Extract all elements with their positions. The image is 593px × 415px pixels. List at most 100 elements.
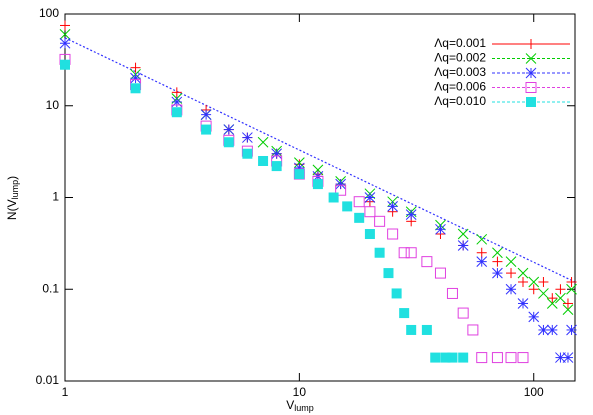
marker-stroke — [59, 37, 71, 49]
marker-stroke — [492, 267, 503, 279]
marker-stroke — [405, 209, 417, 221]
data-point — [506, 268, 517, 279]
data-point — [457, 228, 469, 240]
marker-stroke — [566, 283, 577, 295]
marker-shape — [421, 324, 432, 335]
data-point — [391, 288, 402, 299]
data-point — [59, 29, 71, 40]
data-point — [130, 72, 141, 84]
data-point — [517, 298, 529, 309]
data-point — [476, 233, 488, 245]
data-point — [528, 284, 539, 295]
data-point — [492, 247, 503, 259]
data-point — [171, 96, 183, 108]
plot-frame — [64, 13, 576, 382]
data-point — [562, 352, 574, 363]
marker-shape — [171, 107, 182, 118]
marker-stroke — [538, 288, 549, 299]
marker-shape — [374, 215, 386, 227]
data-point — [399, 308, 410, 319]
y-tick-label: 1 — [52, 190, 59, 204]
data-point — [517, 352, 529, 364]
marker-shape — [354, 212, 365, 223]
x-label-main: V — [286, 398, 294, 412]
marker-shape — [476, 352, 488, 364]
marker-shape — [242, 148, 253, 159]
marker-stroke — [476, 233, 488, 245]
marker-shape — [505, 352, 517, 364]
marker-stroke — [457, 240, 469, 251]
data-point — [312, 179, 323, 190]
data-point — [257, 136, 269, 148]
y-tick-label: 0.1 — [42, 281, 59, 295]
marker-stroke — [335, 178, 346, 190]
data-point — [130, 62, 141, 73]
legend-label: Λq=0.006 — [434, 80, 486, 94]
marker-stroke — [546, 298, 558, 309]
y-label-end: ) — [5, 176, 19, 180]
data-point — [223, 137, 234, 148]
marker-stroke — [562, 304, 574, 315]
data-point — [566, 324, 577, 336]
legend-label: Λq=0.010 — [434, 94, 486, 108]
data-point — [467, 324, 479, 336]
data-point — [538, 324, 549, 336]
marker-shape — [526, 97, 536, 107]
data-point — [406, 324, 417, 335]
y-tick-label: 0.01 — [36, 373, 60, 387]
y-label-sub: lump — [10, 180, 20, 200]
marker-shape — [328, 192, 339, 203]
marker-shape — [446, 287, 458, 299]
data-point — [383, 268, 394, 279]
legend-marker — [525, 82, 537, 93]
marker-shape — [421, 256, 433, 268]
marker-shape — [406, 324, 417, 335]
data-point — [458, 352, 469, 363]
marker-stroke — [538, 324, 549, 336]
data-point — [374, 215, 386, 227]
data-point — [435, 223, 446, 235]
marker-stroke — [528, 311, 540, 323]
data-point — [130, 83, 141, 94]
data-point — [430, 352, 441, 363]
data-point — [434, 267, 446, 279]
marker-shape — [383, 268, 394, 279]
marker-stroke — [566, 324, 577, 336]
data-point — [353, 196, 365, 208]
data-point — [242, 132, 253, 143]
x-axis-label: Vlump — [286, 398, 314, 413]
data-point — [200, 109, 212, 120]
marker-stroke — [517, 298, 529, 309]
data-point — [364, 192, 376, 203]
marker-shape — [467, 324, 479, 336]
data-point — [446, 287, 458, 299]
marker-shape — [201, 124, 212, 135]
data-point — [518, 276, 529, 287]
data-point — [505, 256, 517, 267]
y-tick-label: 10 — [46, 98, 60, 112]
data-point — [421, 324, 432, 335]
marker-stroke — [242, 132, 253, 143]
marker-shape — [398, 247, 410, 259]
marker-stroke — [517, 267, 529, 279]
marker-stroke — [457, 228, 469, 240]
data-point — [342, 201, 353, 212]
marker-shape — [353, 196, 365, 208]
data-point — [354, 212, 365, 223]
marker-shape — [364, 229, 375, 240]
marker-shape — [387, 228, 399, 240]
marker-stroke — [492, 247, 503, 259]
marker-shape — [342, 201, 353, 212]
data-point — [492, 267, 503, 279]
marker-stroke — [223, 124, 235, 135]
x-tick-label: 100 — [524, 385, 544, 399]
data-point — [405, 209, 417, 221]
marker-shape — [430, 352, 441, 363]
x-tick-label: 1 — [62, 385, 69, 399]
data-point — [476, 352, 488, 364]
marker-shape — [312, 179, 323, 190]
marker-stroke — [387, 201, 398, 212]
marker-shape — [457, 307, 469, 319]
legend-marker — [526, 97, 536, 107]
